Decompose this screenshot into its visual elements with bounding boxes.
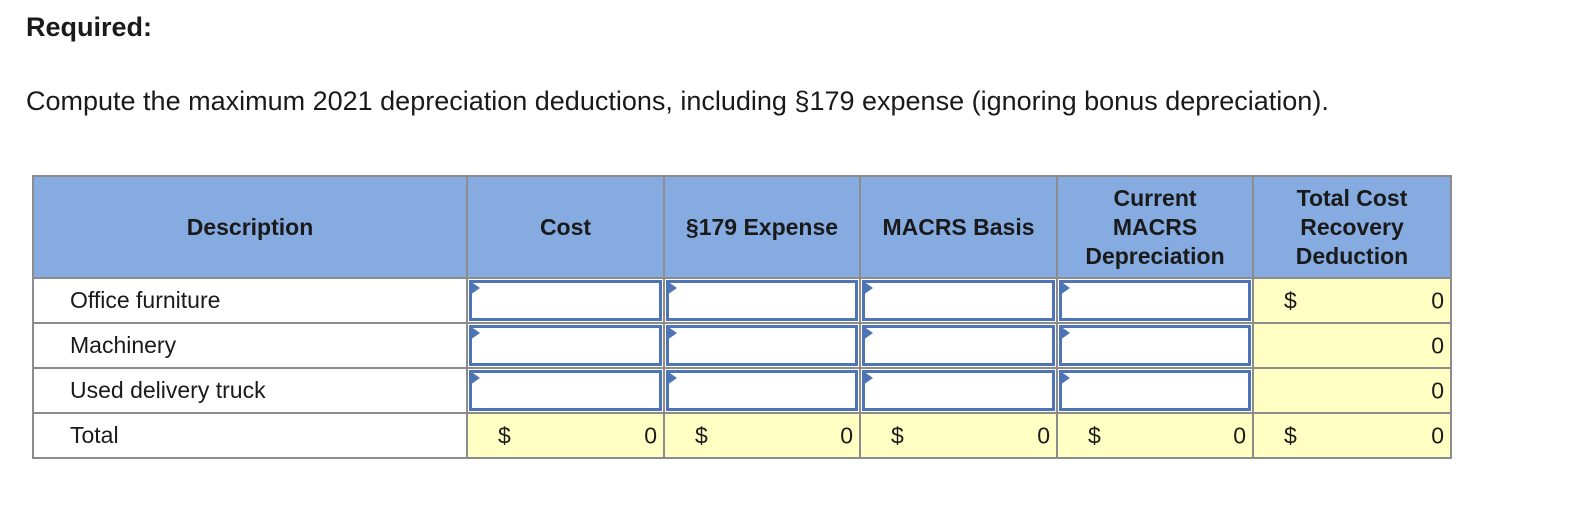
question-prompt: Compute the maximum 2021 depreciation de…: [26, 86, 1329, 116]
macrs-basis-input[interactable]: [859, 277, 1058, 324]
table-row: Machinery 0: [32, 322, 1452, 369]
input-marker-icon: [667, 326, 677, 340]
total-macrs-basis-cell: $ 0: [859, 412, 1058, 459]
table-row: Office furniture $ 0: [32, 277, 1452, 324]
total-label: Total: [32, 412, 468, 459]
total-cost-recovery-cell: 0: [1252, 322, 1452, 369]
header-cost: Cost: [466, 175, 665, 279]
current-macrs-depreciation-input[interactable]: [1056, 277, 1254, 324]
calculated-value: 0: [1431, 422, 1444, 448]
cost-input[interactable]: [466, 367, 665, 414]
cost-input[interactable]: [466, 277, 665, 324]
input-marker-icon: [470, 281, 480, 295]
input-marker-icon: [1060, 326, 1070, 340]
depreciation-table: Description Cost §179 Expense MACRS Basi…: [32, 175, 1452, 459]
cost-input[interactable]: [466, 322, 665, 369]
header-row: Description Cost §179 Expense MACRS Basi…: [32, 175, 1452, 279]
header-total-cost-recovery-deduction: Total Cost Recovery Deduction: [1252, 175, 1452, 279]
required-heading: Required:: [26, 12, 153, 42]
input-marker-icon: [667, 371, 677, 385]
header-total-cost-recovery-line: Total Cost: [1296, 184, 1408, 211]
header-sec179-expense: §179 Expense: [663, 175, 861, 279]
header-current-macrs-line: Depreciation: [1085, 242, 1225, 269]
header-current-macrs-depreciation: Current MACRS Depreciation: [1056, 175, 1254, 279]
calculated-value: 0: [644, 422, 657, 448]
total-cost-recovery-cell: $ 0: [1252, 277, 1452, 324]
input-marker-icon: [667, 281, 677, 295]
header-macrs-basis: MACRS Basis: [859, 175, 1058, 279]
currency-symbol: $: [498, 422, 511, 448]
input-marker-icon: [470, 326, 480, 340]
total-cost-recovery-cell: 0: [1252, 367, 1452, 414]
total-current-macrs-depreciation-cell: $ 0: [1056, 412, 1254, 459]
row-description: Machinery: [32, 322, 468, 369]
header-current-macrs-line: Current: [1113, 184, 1197, 211]
input-marker-icon: [1060, 371, 1070, 385]
currency-symbol: $: [1088, 422, 1101, 448]
input-marker-icon: [1060, 281, 1070, 295]
macrs-basis-input[interactable]: [859, 367, 1058, 414]
header-total-cost-recovery-line: Recovery: [1300, 213, 1404, 240]
currency-symbol: $: [695, 422, 708, 448]
sec179-expense-input[interactable]: [663, 367, 861, 414]
row-description: Used delivery truck: [32, 367, 468, 414]
input-marker-icon: [863, 371, 873, 385]
total-row: Total $ 0 $ 0 $ 0 $ 0 $ 0: [32, 412, 1452, 459]
macrs-basis-input[interactable]: [859, 322, 1058, 369]
current-macrs-depreciation-input[interactable]: [1056, 367, 1254, 414]
currency-symbol: $: [1284, 287, 1297, 313]
input-marker-icon: [470, 371, 480, 385]
row-description: Office furniture: [32, 277, 468, 324]
total-cost-cell: $ 0: [466, 412, 665, 459]
sec179-expense-input[interactable]: [663, 322, 861, 369]
calculated-value: 0: [1431, 332, 1444, 358]
calculated-value: 0: [840, 422, 853, 448]
calculated-value: 0: [1233, 422, 1246, 448]
table-row: Used delivery truck 0: [32, 367, 1452, 414]
calculated-value: 0: [1431, 377, 1444, 403]
total-total-cost-recovery-cell: $ 0: [1252, 412, 1452, 459]
calculated-value: 0: [1037, 422, 1050, 448]
header-current-macrs-line: MACRS: [1112, 213, 1198, 240]
input-marker-icon: [863, 326, 873, 340]
sec179-expense-input[interactable]: [663, 277, 861, 324]
input-marker-icon: [863, 281, 873, 295]
header-description: Description: [32, 175, 468, 279]
calculated-value: 0: [1431, 287, 1444, 313]
currency-symbol: $: [1284, 422, 1297, 448]
total-sec179-expense-cell: $ 0: [663, 412, 861, 459]
header-total-cost-recovery-line: Deduction: [1295, 242, 1409, 269]
currency-symbol: $: [891, 422, 904, 448]
current-macrs-depreciation-input[interactable]: [1056, 322, 1254, 369]
